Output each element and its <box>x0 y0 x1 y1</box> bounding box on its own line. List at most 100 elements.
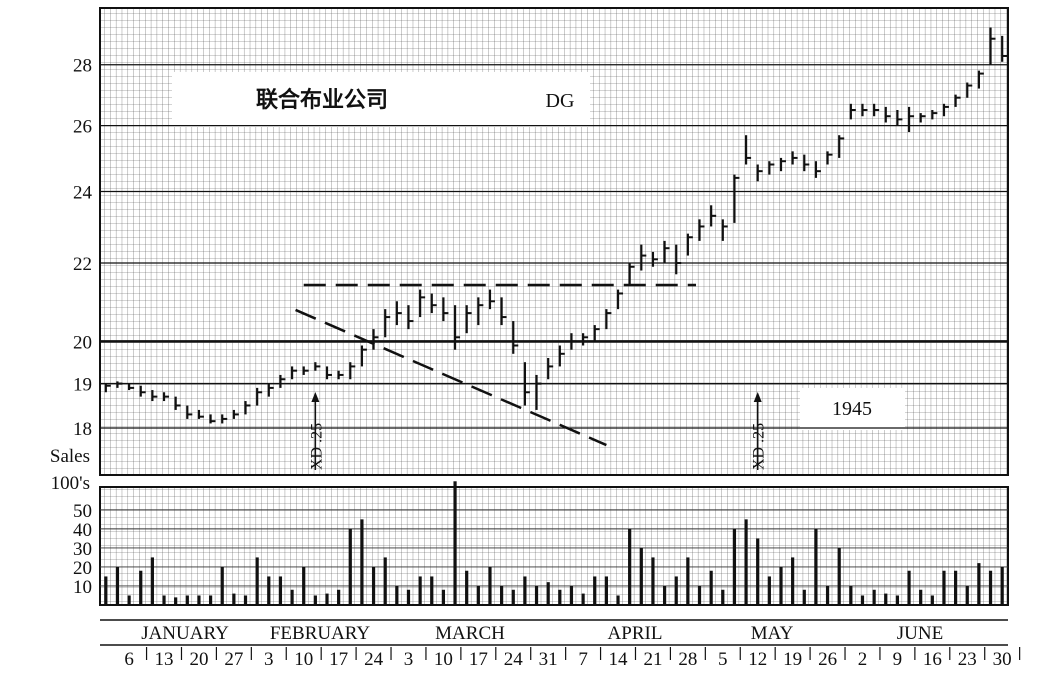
volume-bar <box>593 576 597 605</box>
volume-bar <box>371 566 376 605</box>
x-tick-label: 10 <box>294 649 313 670</box>
volume-bar <box>278 576 283 605</box>
y-axis-label: 100's <box>51 473 90 494</box>
volume-bar <box>849 585 853 605</box>
volume-bar <box>872 589 876 605</box>
x-tick-label: 30 <box>993 649 1012 670</box>
volume-bar <box>616 595 620 605</box>
x-tick-label: 19 <box>783 649 802 670</box>
y-tick-label: 20 <box>73 332 92 353</box>
x-tick-label: 26 <box>818 649 837 670</box>
volume-bar <box>185 595 189 605</box>
volume-bar <box>220 566 224 605</box>
volume-bar <box>697 585 702 605</box>
month-label: APRIL <box>608 623 663 644</box>
volume-panel <box>99 486 1009 606</box>
y-tick-label: 18 <box>73 419 92 440</box>
volume-bar <box>139 570 143 605</box>
symbol: DG <box>546 90 575 112</box>
annotation: XD .25 <box>751 423 768 470</box>
volume-bar <box>115 566 120 605</box>
volume-bar <box>418 576 422 605</box>
volume-bar <box>488 566 492 605</box>
volume-bar <box>243 595 248 605</box>
month-label: MAY <box>751 623 794 644</box>
volume-bar <box>267 576 271 605</box>
volume-bar <box>197 595 201 605</box>
volume-bar <box>534 585 539 605</box>
volume-bar <box>313 595 317 605</box>
volume-bar <box>744 519 748 605</box>
title-box <box>172 72 590 127</box>
volume-bar <box>453 481 457 605</box>
x-tick-label: 6 <box>124 649 134 670</box>
year-box <box>800 388 905 430</box>
volume-bar <box>837 547 841 605</box>
x-tick-label: 2 <box>858 649 868 670</box>
x-tick-label: 13 <box>155 649 174 670</box>
volume-bar <box>604 576 608 605</box>
y-axis-label: Sales <box>50 446 90 467</box>
x-tick-label: 16 <box>923 649 942 670</box>
volume-bar <box>825 585 830 605</box>
volume-bar <box>348 528 352 605</box>
volume-bar <box>581 593 585 605</box>
y-tick-label: 20 <box>73 558 92 579</box>
arrow-head <box>753 392 762 402</box>
volume-bar <box>500 585 504 605</box>
x-tick-label: 27 <box>224 649 243 670</box>
volume-bar <box>977 563 981 605</box>
x-tick-label: 12 <box>748 649 767 670</box>
volume-bar <box>395 585 399 605</box>
year: 1945 <box>832 398 872 420</box>
volume-bar <box>732 528 737 605</box>
month-label: MARCH <box>435 623 505 644</box>
volume-bar <box>302 566 306 605</box>
volume-bar <box>104 576 108 605</box>
volume-bar <box>127 595 131 605</box>
volume-bar <box>150 557 154 605</box>
volume-bar <box>639 547 643 605</box>
volume-bar <box>662 585 667 605</box>
trendline <box>295 308 607 447</box>
x-tick-label: 7 <box>578 649 588 670</box>
x-tick-label: 5 <box>718 649 728 670</box>
volume-bar <box>441 589 446 605</box>
volume-bar <box>907 570 911 605</box>
volume-bar <box>651 557 655 605</box>
x-tick-label: 24 <box>364 649 384 670</box>
volume-bar <box>954 570 958 605</box>
volume-bar <box>523 576 527 605</box>
y-tick-label: 22 <box>73 254 92 275</box>
volume-bar <box>709 570 713 605</box>
annotation: XD .25 <box>308 423 325 470</box>
month-label: FEBRUARY <box>270 623 371 644</box>
volume-bar <box>465 570 469 605</box>
month-label: JUNE <box>897 623 943 644</box>
x-tick-label: 23 <box>958 649 977 670</box>
volume-bar <box>255 557 259 605</box>
volume-bar <box>383 557 387 605</box>
volume-bar <box>325 593 329 605</box>
volume-bar <box>406 589 411 605</box>
x-tick-label: 9 <box>893 649 903 670</box>
volume-bar <box>674 576 678 605</box>
x-tick-label: 20 <box>189 649 208 670</box>
x-tick-label: 17 <box>469 649 488 670</box>
volume-bar <box>430 576 434 605</box>
volume-bar <box>802 589 806 605</box>
volume-bar <box>558 589 562 605</box>
volume-bar <box>930 595 934 605</box>
volume-bar <box>721 589 725 605</box>
month-label: JANUARY <box>141 623 229 644</box>
volume-bar <box>779 566 783 605</box>
volume-bar <box>162 595 166 605</box>
y-tick-label: 19 <box>73 375 92 396</box>
x-tick-label: 31 <box>539 649 558 670</box>
volume-bar <box>756 538 760 605</box>
volume-bar <box>569 585 574 605</box>
volume-bar <box>174 597 178 605</box>
volume-bar <box>686 557 690 605</box>
y-tick-label: 10 <box>73 577 92 598</box>
